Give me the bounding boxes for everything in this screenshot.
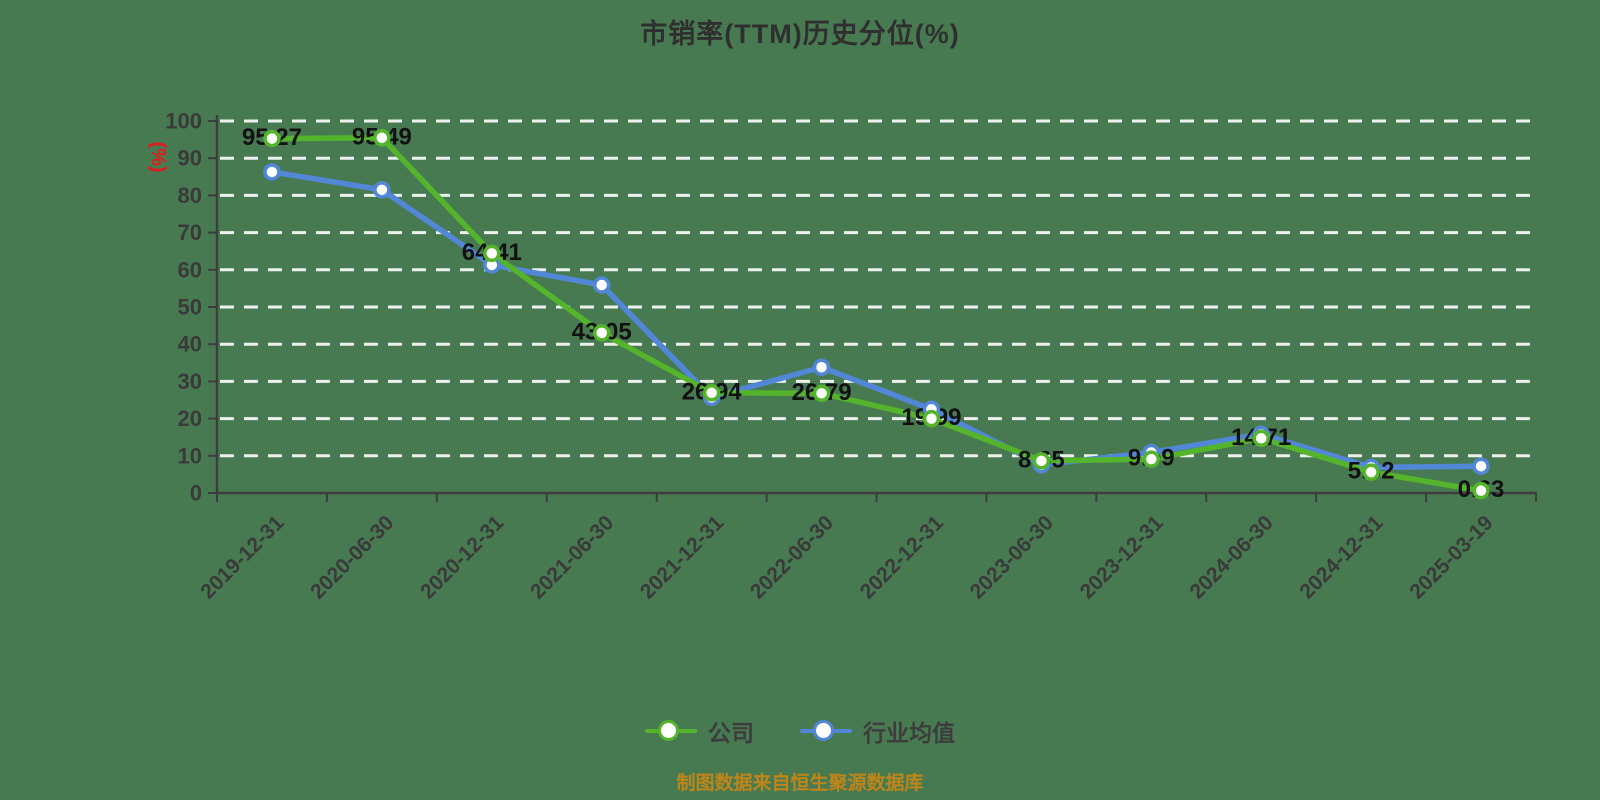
legend-dot-icon (658, 720, 679, 741)
y-axis-tick-label: 40 (178, 332, 202, 357)
x-axis-category-label: 2023-06-30 (966, 511, 1058, 603)
data-point (812, 358, 831, 377)
data-point (812, 384, 831, 403)
x-axis-category-label: 2022-12-31 (856, 511, 948, 603)
series-path (269, 169, 1484, 471)
x-axis-category-label: 2024-12-31 (1295, 511, 1387, 603)
y-axis-tick-label: 20 (178, 406, 202, 431)
x-axis-category-label: 2024-06-30 (1186, 511, 1278, 603)
data-point (263, 163, 281, 181)
legend-item-company[interactable]: 公司 (645, 714, 754, 748)
x-axis-category-label: 2021-06-30 (526, 511, 618, 603)
data-point (592, 324, 611, 342)
y-axis-tick-label: 70 (178, 220, 202, 245)
legend-dot-icon (813, 720, 834, 741)
y-axis-unit-label: (%) (147, 141, 169, 172)
data-point (1252, 429, 1270, 448)
grid-lines (220, 119, 1536, 458)
x-axis-category-label: 2021-12-31 (636, 511, 728, 603)
x-axis-category-label: 2020-12-31 (416, 511, 508, 603)
data-point (373, 129, 391, 147)
data-point (592, 276, 611, 294)
data-point (263, 129, 281, 148)
legend: 公司 行业均值 (0, 714, 1600, 748)
y-axis-tick-label: 100 (165, 109, 202, 134)
data-point (483, 244, 501, 263)
legend-label-industry-average: 行业均值 (863, 720, 955, 746)
series-industry-average-line (269, 169, 1484, 471)
x-axis-category-label: 2023-12-31 (1076, 511, 1168, 603)
y-axis-tick-label: 80 (178, 183, 202, 208)
data-point (922, 409, 941, 428)
data-source-note: 制图数据来自恒生聚源数据库 (676, 773, 924, 794)
data-point (373, 181, 391, 199)
legend-label-company: 公司 (708, 720, 754, 746)
data-point (1472, 457, 1490, 475)
series-company-points (263, 129, 1490, 500)
y-axis-tick-label: 90 (178, 146, 202, 171)
y-axis: 0 10 20 30 40 50 60 70 80 90 100 (%) (147, 109, 219, 506)
data-point (1472, 481, 1490, 500)
x-axis-category-label: 2025-03-19 (1405, 511, 1497, 603)
x-axis: 2019-12-31 2020-06-30 2020-12-31 2021-06-30… (196, 491, 1537, 603)
series-path (269, 135, 1484, 494)
y-axis-tick-label: 10 (178, 443, 202, 468)
y-axis-tick-label: 0 (190, 481, 202, 506)
y-axis-tick-label: 50 (178, 295, 202, 320)
data-point (702, 384, 721, 402)
legend-item-industry-average[interactable]: 行业均值 (800, 714, 955, 748)
x-axis-category-label: 2022-06-30 (746, 511, 838, 603)
y-axis-tick-label: 60 (178, 257, 202, 282)
data-point (1032, 452, 1051, 470)
legend-marker-industry-icon (800, 720, 852, 742)
data-labels-company: 95.2795.4964.4143.0526.9426.7919.998.659… (242, 123, 1504, 503)
series-company-line (269, 135, 1484, 494)
x-axis-category-label: 2020-06-30 (306, 511, 398, 603)
legend-marker-company-icon (645, 720, 697, 742)
x-axis-category-label: 2019-12-31 (196, 511, 288, 603)
chart-title: 市销率(TTM)历史分位(%) (640, 19, 960, 49)
data-point (1362, 463, 1380, 481)
y-axis-tick-label: 30 (178, 369, 202, 394)
data-point (1142, 450, 1161, 468)
